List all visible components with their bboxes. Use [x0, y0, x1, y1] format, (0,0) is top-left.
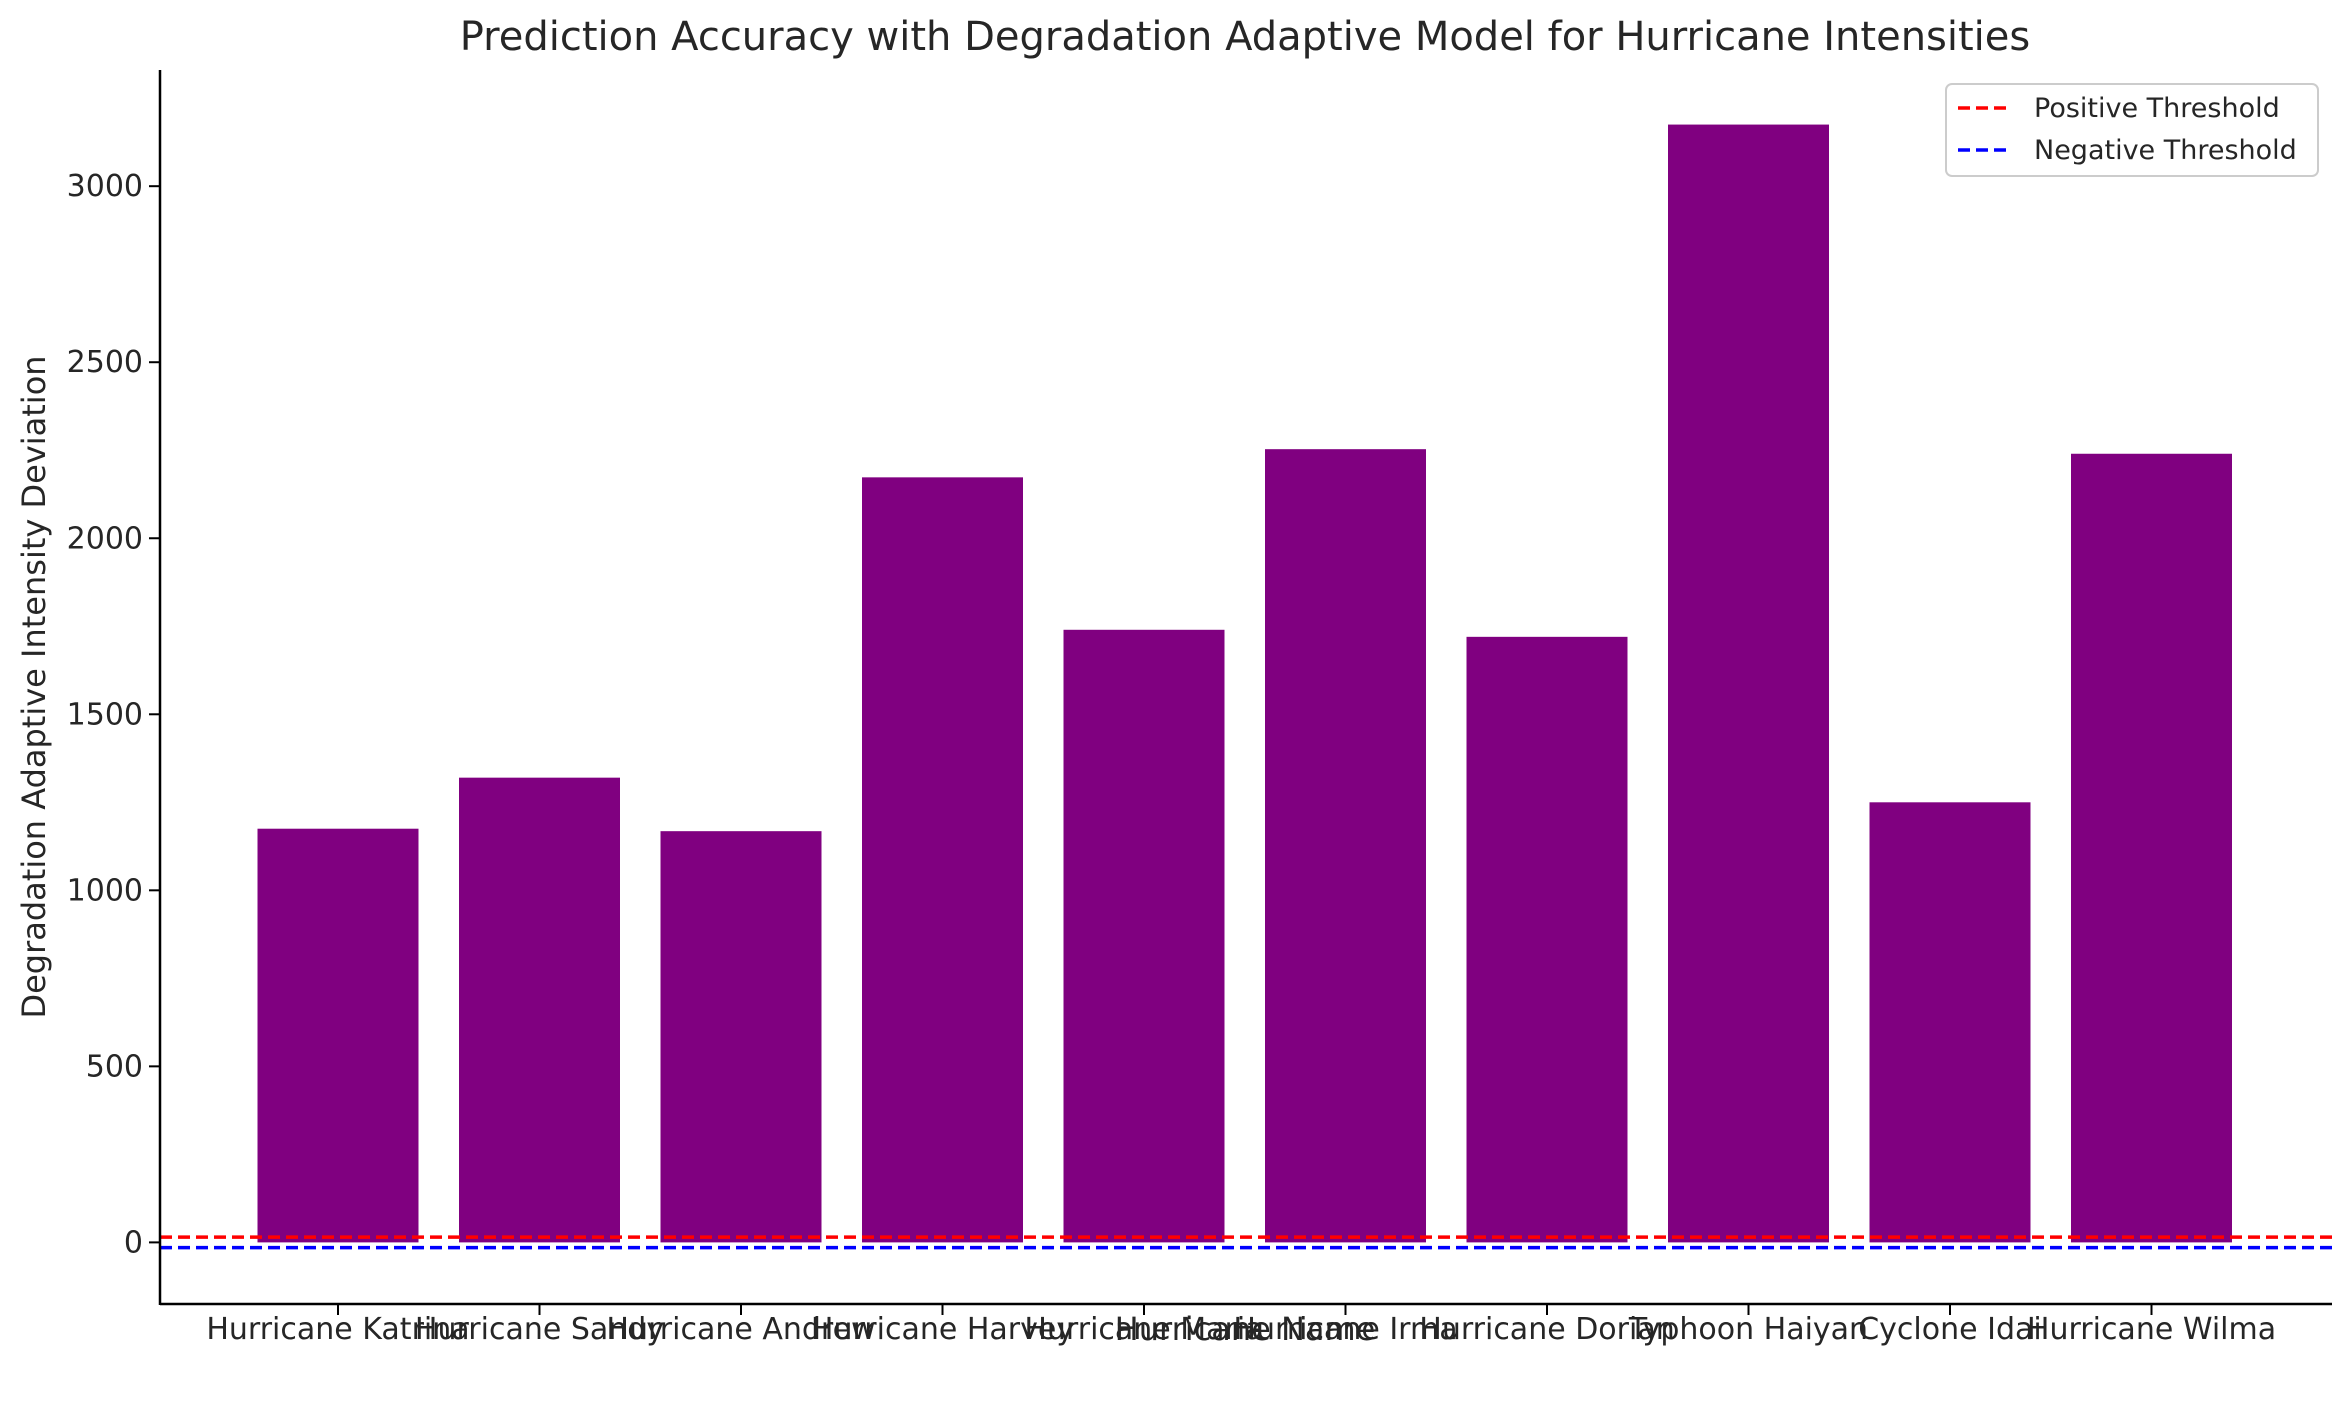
x-tick-label: Hurricane Sandy: [415, 1312, 664, 1347]
legend-box: [1945, 83, 2319, 177]
y-tick-label: 2500: [67, 345, 143, 380]
bar-hurricane-irma: [1265, 449, 1426, 1243]
bar-cyclone-idai: [1869, 802, 2031, 1243]
x-tick-label: Hurricane Katrina: [206, 1312, 469, 1347]
x-tick-label: Hurricane Irma: [1233, 1312, 1457, 1347]
bar-hurricane-maria: [1063, 629, 1225, 1243]
threshold-lines: [160, 1235, 2332, 1250]
y-tick-label: 1000: [67, 873, 143, 908]
legend-negative-threshold-label: Negative Threshold: [2034, 135, 2297, 166]
x-tick-label: Cyclone Idai: [1858, 1312, 2042, 1347]
x-tick-label: Hurricane Wilma: [2027, 1312, 2276, 1347]
bars-group: [257, 124, 2232, 1243]
bar-hurricane-wilma: [2071, 453, 2232, 1243]
x-tick-label: Typhoon Haiyan: [1628, 1312, 1868, 1347]
y-tick-label: 2000: [67, 521, 143, 556]
y-tick-label: 500: [86, 1049, 143, 1084]
bar-hurricane-andrew: [660, 831, 822, 1243]
x-tick-label: Hurricane Dorian: [1419, 1312, 1674, 1347]
x-tick-label: Hurricane Harvey: [811, 1312, 1074, 1347]
legend: Positive Threshold Negative Threshold: [1945, 83, 2319, 177]
y-tick-label: 0: [124, 1225, 143, 1260]
bar-hurricane-dorian: [1466, 636, 1628, 1243]
bar-hurricane-katrina: [257, 828, 419, 1243]
x-tick-label: Hurricane Maria: [1024, 1312, 1263, 1347]
legend-positive-threshold-label: Positive Threshold: [2034, 93, 2280, 124]
y-ticks: 0 500 1000 1500 2000 2500 3000: [67, 169, 160, 1260]
bar-hurricane-harvey: [862, 477, 1023, 1243]
axes: [158, 70, 2332, 1306]
y-tick-label: 1500: [67, 697, 143, 732]
bar-typhoon-haiyan: [1668, 124, 1829, 1243]
x-tick-label: Hurricane Andrew: [606, 1312, 875, 1347]
bar-hurricane-sandy: [459, 777, 620, 1243]
chart-title: Prediction Accuracy with Degradation Ada…: [460, 14, 2031, 60]
y-axis-label: Degradation Adaptive Intensity Deviation: [15, 355, 53, 1018]
x-axis-label: Hurricane Name: [1115, 1310, 1376, 1348]
y-tick-label: 3000: [67, 169, 143, 204]
